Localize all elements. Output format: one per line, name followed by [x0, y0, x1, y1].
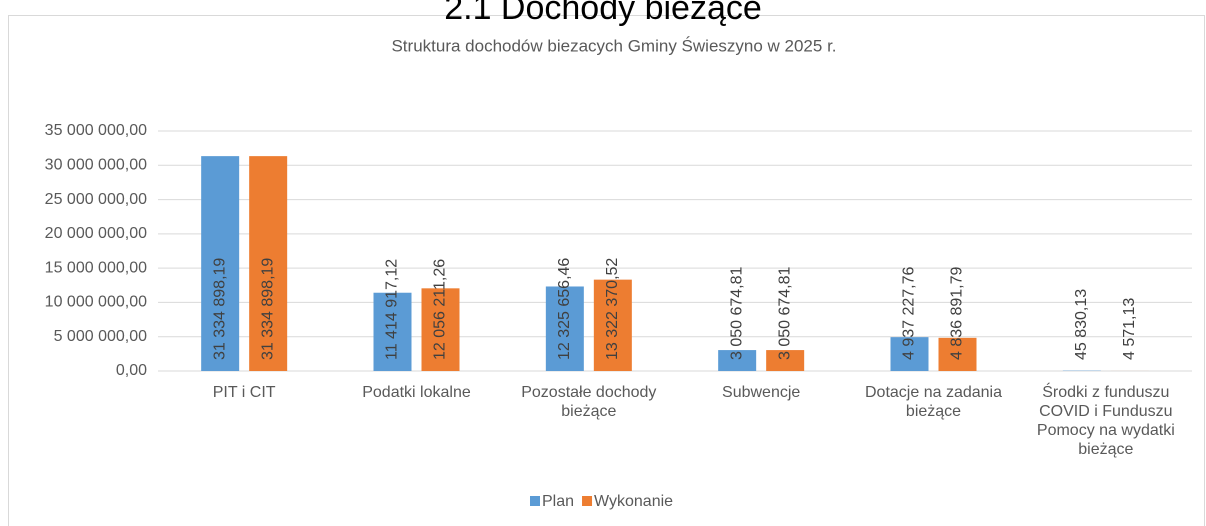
y-tick-label: 10 000 000,00 [45, 294, 147, 311]
bar [890, 337, 929, 371]
data-label: 4 836 891,79 [949, 266, 966, 360]
bar [545, 286, 584, 371]
y-tick-label: 30 000 000,00 [45, 157, 147, 174]
legend-swatch [530, 496, 540, 506]
bar [201, 156, 240, 371]
x-tick-label: PIT i CIT [213, 384, 276, 401]
section-heading: 2.1 Dochody bieżące [444, 0, 762, 27]
legend-swatch [582, 496, 593, 506]
data-label: 4 937 227,76 [901, 266, 918, 360]
data-label: 3 050 674,81 [728, 266, 745, 360]
data-label: 12 056 211,26 [432, 259, 449, 360]
data-label: 11 414 917,12 [384, 259, 401, 360]
bar [938, 337, 977, 371]
chart-title: Struktura dochodów biezacych Gminy Świes… [391, 36, 836, 55]
x-tick-label: Podatki lokalne [362, 384, 471, 401]
y-tick-label: 25 000 000,00 [45, 191, 147, 208]
data-label: 12 325 656,46 [556, 258, 573, 360]
data-label: 3 050 674,81 [776, 266, 793, 360]
data-label: 31 334 898,19 [259, 258, 276, 360]
bar [421, 288, 460, 371]
bar [373, 292, 412, 371]
bar [593, 279, 632, 371]
y-tick-label: 35 000 000,00 [45, 122, 147, 139]
y-tick-label: 20 000 000,00 [45, 225, 147, 242]
data-label: 45 830,13 [1073, 289, 1090, 360]
legend-label: Plan [542, 493, 574, 510]
legend-label: Wykonanie [594, 493, 673, 510]
x-tick-label: Subwencje [722, 384, 800, 401]
bar [718, 350, 757, 371]
bar [766, 350, 805, 371]
bar [249, 156, 288, 371]
data-label: 13 322 370,52 [604, 258, 621, 360]
y-tick-label: 0,00 [116, 362, 147, 379]
y-tick-label: 5 000 000,00 [54, 328, 148, 345]
data-label: 4 571,13 [1121, 298, 1138, 360]
data-label: 31 334 898,19 [211, 258, 228, 360]
y-tick-label: 15 000 000,00 [45, 259, 147, 276]
x-tick-label: Środki z funduszu COVID i Funduszu Pomocy … [1037, 382, 1175, 458]
x-tick-label: Pozostałe dochody bieżące [521, 384, 656, 420]
x-tick-label: Dotacje na zadania bieżące [865, 384, 1002, 420]
